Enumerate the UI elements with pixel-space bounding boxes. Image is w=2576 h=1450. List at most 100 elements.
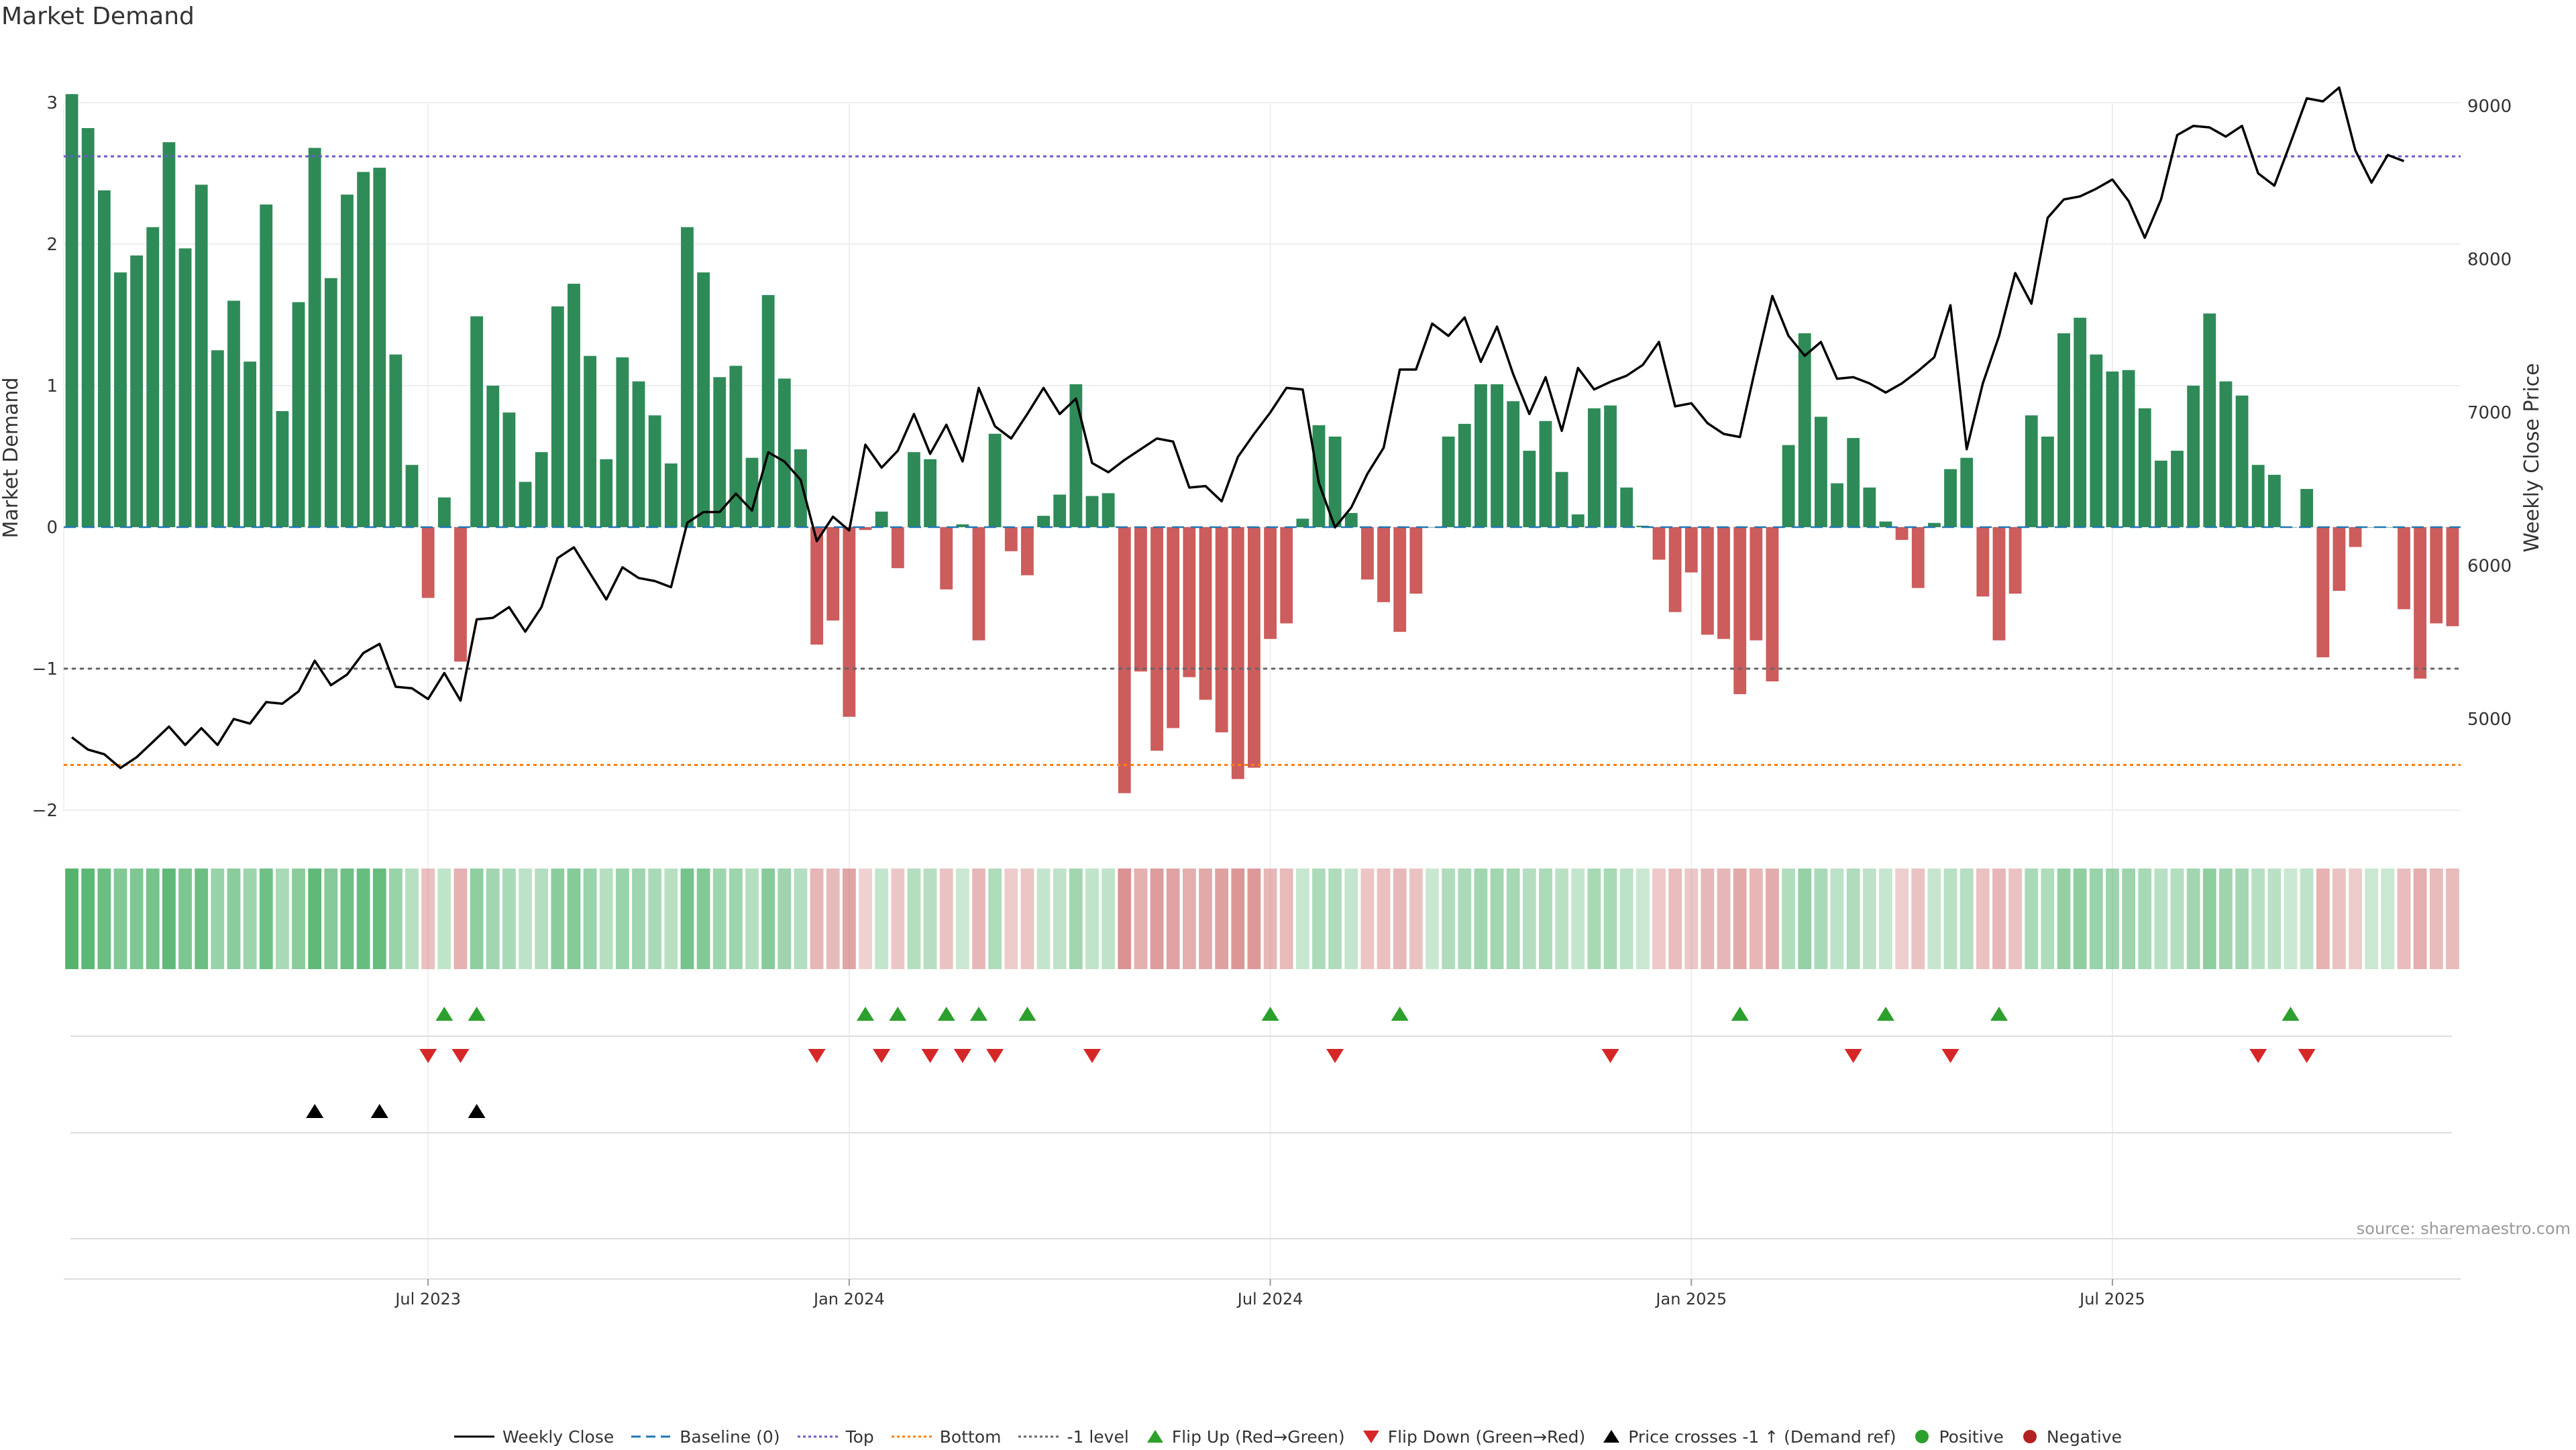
flip-down-marker bbox=[1601, 1049, 1619, 1063]
strength-cell bbox=[583, 869, 597, 969]
strength-cell bbox=[2186, 869, 2200, 969]
y-tick-label: 3 bbox=[46, 93, 58, 113]
demand-bar bbox=[1766, 527, 1779, 681]
strength-cell bbox=[1733, 869, 1747, 969]
demand-bar bbox=[227, 300, 240, 527]
strength-cell bbox=[599, 869, 613, 969]
strength-cell bbox=[308, 869, 322, 969]
y-tick-label: −2 bbox=[32, 801, 58, 821]
demand-bar bbox=[2365, 527, 2378, 528]
demand-bar bbox=[357, 172, 370, 527]
strength-cell bbox=[1231, 869, 1245, 969]
demand-bar bbox=[292, 302, 305, 527]
strength-cell bbox=[551, 869, 565, 969]
demand-bar bbox=[2008, 527, 2022, 594]
price-cross-marker bbox=[306, 1104, 324, 1118]
strength-cell bbox=[648, 869, 662, 969]
demand-bar bbox=[1587, 408, 1601, 527]
demand-bar bbox=[1361, 527, 1374, 580]
demand-bar bbox=[1264, 527, 1277, 639]
strength-cell bbox=[1684, 869, 1699, 969]
strength-cell bbox=[1668, 869, 1682, 969]
strength-cell bbox=[955, 869, 969, 969]
strength-cell bbox=[1506, 869, 1520, 969]
demand-bar bbox=[1183, 527, 1196, 677]
demand-bar bbox=[2122, 370, 2135, 527]
demand-bar bbox=[1684, 527, 1698, 573]
strength-cell bbox=[486, 869, 500, 969]
demand-bar bbox=[178, 248, 192, 527]
demand-bar bbox=[1037, 516, 1050, 527]
strength-cell bbox=[1782, 869, 1796, 969]
demand-bar bbox=[1328, 436, 1342, 527]
demand-bar bbox=[859, 527, 872, 531]
strength-cell bbox=[65, 869, 78, 969]
demand-bar bbox=[924, 459, 937, 527]
strength-cell bbox=[372, 869, 386, 969]
demand-bar bbox=[1814, 416, 1827, 527]
y-axis-left: −2 −1 0 1 2 3 bbox=[32, 93, 58, 821]
strength-cell bbox=[810, 869, 824, 969]
flip-down-marker bbox=[2298, 1049, 2316, 1063]
demand-bar bbox=[1134, 527, 1147, 672]
demand-bar bbox=[648, 415, 661, 527]
strength-cell bbox=[859, 869, 872, 969]
strength-cell bbox=[2446, 869, 2459, 969]
strength-cell bbox=[2235, 869, 2249, 969]
demand-bar bbox=[308, 148, 321, 527]
strength-cell bbox=[2381, 869, 2395, 969]
flip-down-marker bbox=[808, 1049, 826, 1063]
legend-item: Negative bbox=[2021, 1427, 2122, 1447]
demand-bar bbox=[2219, 381, 2233, 527]
strength-cell bbox=[1004, 869, 1018, 969]
strength-cell bbox=[696, 869, 710, 969]
strength-cell bbox=[1619, 869, 1633, 969]
demand-bar bbox=[2235, 395, 2249, 527]
demand-bar bbox=[2267, 474, 2281, 527]
demand-bar bbox=[97, 190, 111, 527]
demand-bar bbox=[81, 127, 95, 528]
strength-cell bbox=[113, 869, 127, 969]
strength-cell bbox=[680, 869, 694, 969]
demand-bar bbox=[1863, 487, 1876, 527]
legend-label: Baseline (0) bbox=[680, 1427, 780, 1447]
demand-bar bbox=[956, 524, 969, 527]
demand-bar bbox=[1798, 333, 1811, 527]
strength-cell bbox=[1652, 869, 1666, 969]
strength-cell bbox=[324, 869, 338, 969]
y2-tick-label: 6000 bbox=[2467, 557, 2512, 577]
legend-swatch-shape bbox=[1362, 1431, 1379, 1443]
demand-bar bbox=[1750, 527, 1763, 640]
demand-bar bbox=[2057, 333, 2070, 527]
flip-down-marker bbox=[2249, 1049, 2267, 1063]
demand-bar bbox=[324, 278, 337, 527]
legend-label: Negative bbox=[2046, 1427, 2123, 1447]
demand-bar bbox=[2187, 386, 2200, 527]
demand-bar bbox=[681, 227, 694, 527]
demand-bar bbox=[146, 227, 160, 527]
legend-item: Price crosses -1 ↑ (Demand ref) bbox=[1603, 1427, 1896, 1447]
strength-cell bbox=[1766, 869, 1779, 969]
strength-cell bbox=[1927, 869, 1941, 969]
legend-label: Weekly Close bbox=[502, 1427, 614, 1447]
flip-up-marker bbox=[435, 1007, 453, 1021]
strength-cell bbox=[2106, 869, 2119, 969]
strength-cell bbox=[1943, 869, 1957, 969]
flip-down-marker bbox=[1326, 1049, 1344, 1063]
strength-cell bbox=[2122, 869, 2135, 969]
legend-label: Bottom bbox=[939, 1427, 1002, 1447]
legend-swatch bbox=[797, 1435, 838, 1438]
legend-label: -1 level bbox=[1067, 1427, 1129, 1447]
legend-item: Top bbox=[797, 1427, 874, 1447]
legend-swatch bbox=[2023, 1430, 2037, 1443]
strength-cell bbox=[1247, 869, 1261, 969]
strength-cell bbox=[1426, 869, 1439, 969]
y-tick-label: 0 bbox=[46, 518, 58, 538]
strength-cell bbox=[1635, 869, 1650, 969]
strength-cell bbox=[1701, 869, 1715, 969]
demand-bar bbox=[486, 386, 500, 527]
strength-cell bbox=[356, 869, 370, 969]
demand-bar bbox=[130, 255, 144, 527]
strength-cell bbox=[1846, 869, 1860, 969]
strength-cell bbox=[1522, 869, 1536, 969]
